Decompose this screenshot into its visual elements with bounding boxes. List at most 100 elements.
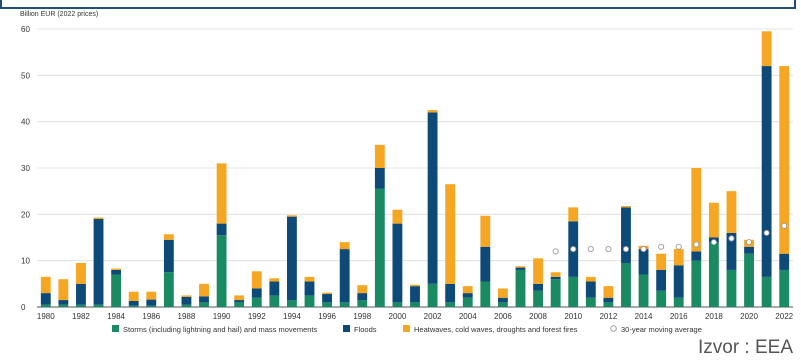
legend-label-4: 30-year moving average	[621, 325, 702, 334]
bar-2000-series-2	[392, 223, 403, 303]
bar-2019-series-3	[726, 191, 737, 233]
bar-2008-series-1	[533, 290, 543, 307]
bar-1981-series-3	[58, 279, 69, 301]
bar-2007-series-1	[515, 269, 526, 307]
bar-2012-series-3	[603, 286, 614, 298]
y-tick-label: 20	[21, 210, 30, 219]
moving-average-point-2018	[710, 239, 717, 246]
bar-2009-series-2	[550, 276, 561, 280]
bar-1997-series-1	[339, 302, 350, 307]
legend-swatch-4	[610, 325, 617, 332]
bar-2014-series-2	[638, 249, 649, 275]
bar-1993-series-1	[269, 295, 280, 307]
x-tick-label: 2010	[564, 312, 582, 321]
bar-1983-series-1	[93, 304, 104, 307]
bar-2006-series-1	[497, 302, 508, 307]
bar-2013-series-2	[621, 207, 631, 263]
bar-2017-series-3	[691, 168, 702, 252]
bar-1995-series-3	[304, 276, 315, 282]
bar-1987-series-3	[163, 234, 174, 240]
bar-1994-series-1	[287, 300, 297, 307]
moving-average-point-2009	[552, 248, 559, 255]
bar-1994-series-2	[287, 216, 297, 301]
bar-2007-series-2	[515, 267, 526, 270]
bar-1989-series-3	[199, 283, 209, 297]
x-tick-label: 2018	[705, 312, 723, 321]
y-tick-label: 60	[21, 25, 30, 34]
bar-2016-series-2	[673, 265, 684, 298]
x-tick-label: 2000	[389, 312, 407, 321]
y-tick-labels: 0 10 20 30 40 50 60	[21, 25, 30, 312]
bars	[40, 31, 790, 307]
bar-1991-series-2	[234, 300, 245, 303]
bar-2005-series-3	[480, 215, 491, 247]
bar-2008-series-2	[533, 283, 543, 291]
bar-2012-series-2	[603, 297, 614, 303]
x-tick-label: 2008	[529, 312, 547, 321]
moving-average-point-2017	[693, 241, 700, 248]
bar-2010-series-1	[568, 276, 579, 307]
bar-2015-series-1	[656, 290, 667, 307]
bar-2018-series-1	[708, 242, 719, 307]
bar-1994-series-3	[287, 215, 297, 217]
x-tick-label: 1984	[107, 312, 125, 321]
legend-label-1: Storms (including lightning and hail) an…	[123, 325, 318, 334]
bar-1996-series-3	[322, 292, 333, 295]
bar-2004-series-3	[462, 286, 473, 294]
moving-average-point-2014	[640, 246, 647, 253]
moving-average-point-2021	[763, 229, 770, 236]
bar-2008-series-3	[533, 258, 543, 284]
bar-2002-series-3	[427, 110, 438, 113]
legend-label-3: Heatwaves, cold waves, droughts and fore…	[414, 325, 578, 334]
legend-swatch-2	[343, 325, 350, 332]
bar-1980-series-1	[40, 304, 51, 307]
x-tick-label: 1996	[318, 312, 336, 321]
bar-2005-series-1	[480, 281, 491, 307]
bar-1995-series-2	[304, 281, 315, 296]
bar-1998-series-2	[357, 293, 368, 301]
bar-2002-series-1	[427, 283, 438, 307]
y-tick-label: 50	[21, 71, 30, 80]
bar-1985-series-3	[128, 291, 139, 301]
bar-2000-series-1	[392, 302, 403, 307]
bar-2001-series-1	[410, 302, 420, 307]
bar-2021-series-1	[761, 276, 772, 307]
bar-1984-series-1	[111, 274, 122, 307]
bar-2019-series-1	[726, 269, 737, 307]
bar-1987-series-1	[163, 272, 174, 307]
bar-1985-series-1	[128, 305, 139, 307]
moving-average-point-2015	[658, 243, 665, 250]
x-tick-label: 1992	[248, 312, 266, 321]
bar-1983-series-2	[93, 218, 104, 305]
moving-average-points	[552, 222, 788, 255]
bar-2003-series-1	[445, 302, 456, 307]
bar-1993-series-3	[269, 278, 280, 282]
bar-1981-series-2	[58, 300, 69, 305]
bar-1983-series-3	[93, 217, 104, 219]
bar-2014-series-1	[638, 274, 649, 307]
moving-average-point-2019	[728, 235, 735, 242]
bar-1982-series-3	[76, 262, 86, 284]
y-axis-label: Billion EUR (2022 prices)	[20, 11, 98, 18]
legend-swatch-3	[403, 325, 410, 332]
bar-1986-series-3	[146, 291, 157, 300]
bar-2006-series-2	[497, 297, 508, 303]
bar-1989-series-2	[199, 296, 209, 303]
bar-2000-series-3	[392, 209, 403, 224]
x-tick-label: 2002	[424, 312, 442, 321]
moving-average-point-2011	[587, 246, 594, 253]
x-tick-label: 1998	[353, 312, 371, 321]
moving-average-point-2020	[745, 239, 753, 246]
y-tick-label: 10	[21, 257, 30, 266]
bar-1996-series-1	[322, 302, 333, 307]
bar-2019-series-2	[726, 232, 737, 270]
bar-2011-series-2	[585, 281, 596, 298]
y-tick-label: 30	[21, 164, 30, 173]
bar-1984-series-2	[111, 269, 122, 275]
source-label: Izvor : EEA	[697, 337, 793, 358]
bar-2001-series-2	[410, 286, 420, 303]
bar-2022-series-1	[779, 269, 790, 307]
bar-1988-series-3	[181, 295, 192, 297]
bar-2021-series-2	[761, 66, 772, 277]
